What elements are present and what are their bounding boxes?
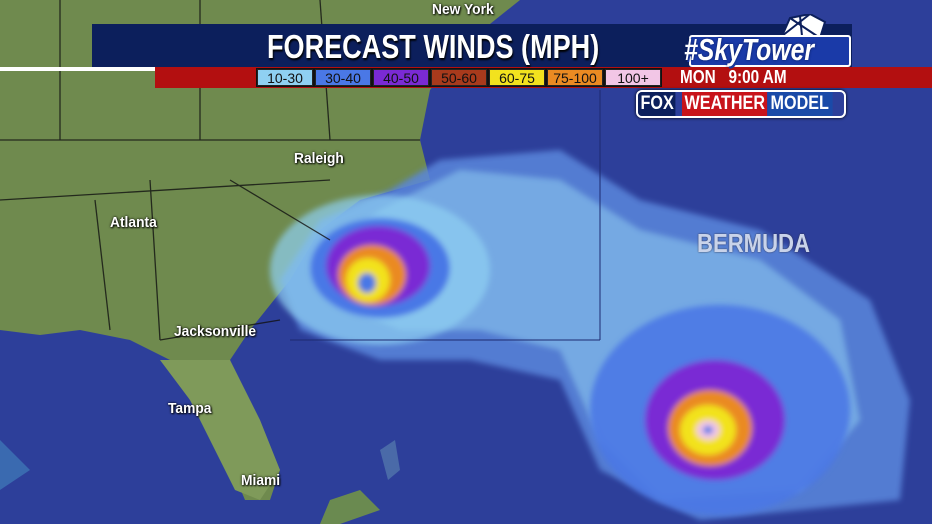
legend-item: 40-50 — [373, 69, 429, 86]
legend-item: 60-75 — [489, 69, 545, 86]
storm-west — [270, 195, 490, 345]
legend-item: 75-100 — [547, 69, 603, 86]
storm-east — [590, 305, 850, 515]
city-label-miami: Miami — [241, 472, 281, 489]
weather-text: WEATHER — [682, 92, 767, 116]
city-label-atlanta: Atlanta — [110, 214, 157, 231]
valid-day: MON — [680, 67, 716, 87]
city-label-jacksonville: Jacksonville — [174, 323, 257, 340]
land-us-east — [0, 0, 520, 500]
wind-legend: 10-30 30-40 40-50 50-60 60-75 75-100 100… — [256, 68, 662, 87]
legend-item: 10-30 — [257, 69, 313, 86]
valid-time: MON 9:00 AM — [680, 67, 787, 88]
model-text: MODEL — [768, 92, 833, 116]
valid-hour: 9:00 AM — [728, 67, 787, 87]
city-label-new-york: New York — [432, 1, 494, 18]
legend-item: 100+ — [605, 69, 661, 86]
fox-text: FOX — [638, 92, 676, 116]
skytower-logo: #SkyTower — [680, 14, 852, 68]
page-title: FORECAST WINDS (MPH) — [267, 28, 600, 65]
divider — [0, 67, 155, 71]
legend-item: 30-40 — [315, 69, 371, 86]
region-label-bermuda: BERMUDA — [697, 228, 810, 258]
skytower-dome-icon — [689, 14, 851, 67]
legend-item: 50-60 — [431, 69, 487, 86]
fox-weather-model-logo: FOX WEATHER MODEL — [636, 90, 846, 118]
city-label-raleigh: Raleigh — [294, 150, 344, 167]
skytower-hashtag: #SkyTower — [684, 32, 815, 67]
city-label-tampa: Tampa — [168, 400, 212, 417]
